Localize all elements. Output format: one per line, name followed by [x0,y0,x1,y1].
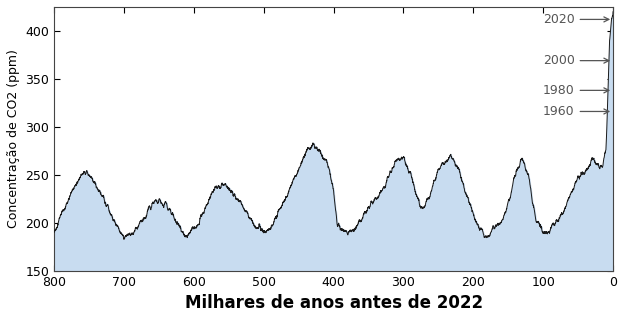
Y-axis label: Concentração de CO2 (ppm): Concentração de CO2 (ppm) [7,49,20,228]
Text: 1980: 1980 [543,84,609,97]
Text: 2000: 2000 [543,54,609,67]
Text: 2020: 2020 [543,13,609,26]
Text: 1960: 1960 [543,105,609,118]
X-axis label: Milhares de anos antes de 2022: Milhares de anos antes de 2022 [185,294,483,312]
